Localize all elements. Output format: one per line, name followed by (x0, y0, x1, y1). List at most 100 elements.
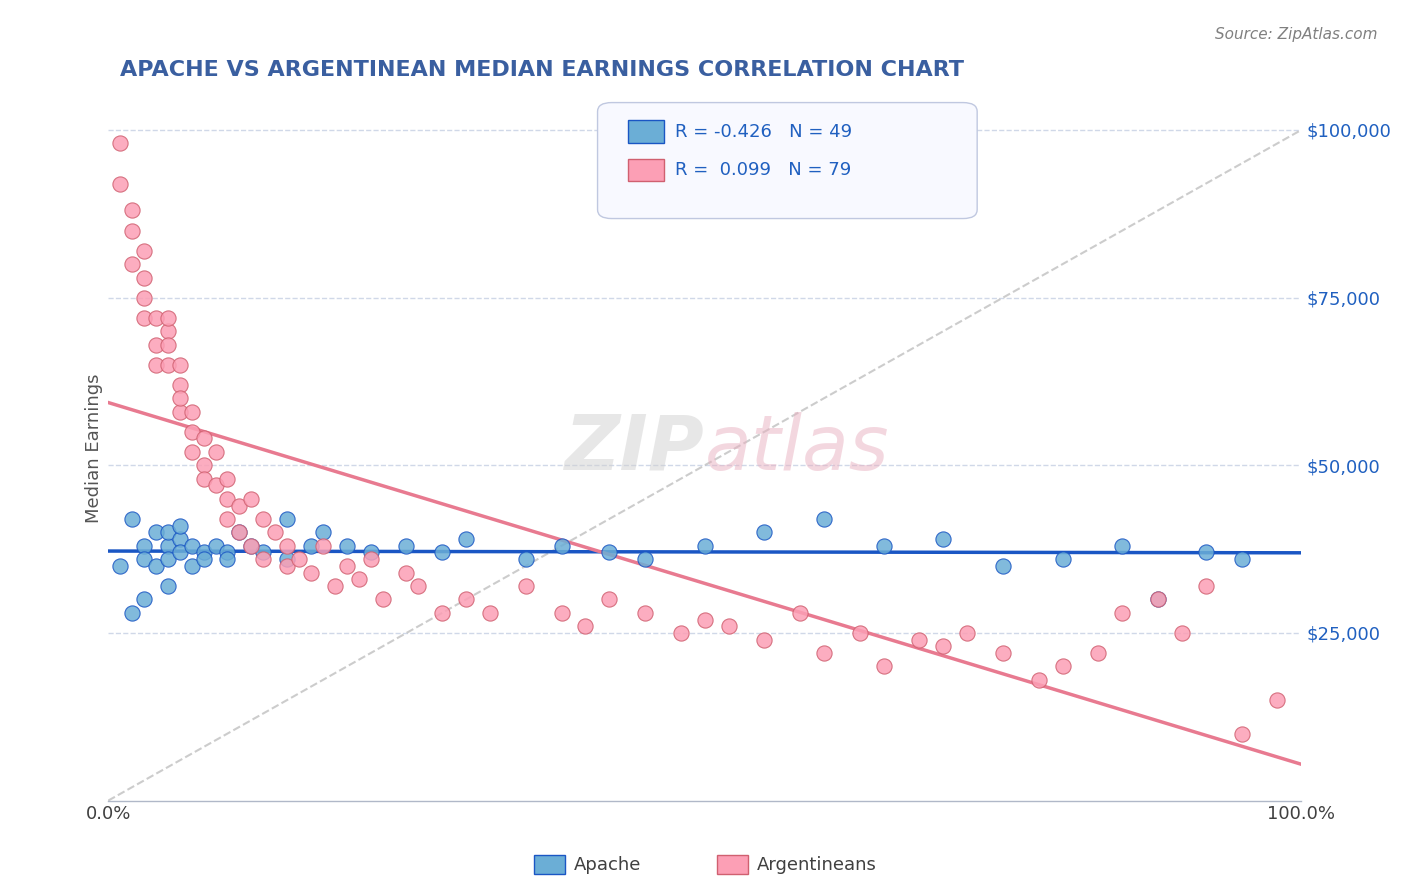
Apache (217, 545, 239, 559)
Apache (432, 545, 454, 559)
Apache (169, 532, 191, 546)
Argentineans (180, 425, 202, 439)
Apache (132, 552, 155, 566)
Argentineans (108, 136, 131, 151)
Apache (121, 512, 143, 526)
Argentineans (240, 491, 263, 506)
Apache (204, 539, 226, 553)
Argentineans (180, 404, 202, 418)
Apache (156, 525, 179, 540)
Argentineans (323, 579, 346, 593)
Argentineans (121, 203, 143, 218)
Argentineans (132, 291, 155, 305)
Argentineans (336, 558, 359, 573)
Apache (754, 525, 776, 540)
Apache (217, 552, 239, 566)
Apache (156, 579, 179, 593)
Argentineans (1111, 606, 1133, 620)
Argentineans (240, 539, 263, 553)
Argentineans (121, 223, 143, 237)
Apache (932, 532, 955, 546)
Argentineans (873, 659, 896, 673)
Argentineans (908, 632, 931, 647)
Apache (228, 525, 250, 540)
Argentineans (932, 640, 955, 654)
Argentineans (1028, 673, 1050, 687)
Argentineans (217, 472, 239, 486)
Argentineans (252, 552, 274, 566)
Argentineans (156, 358, 179, 372)
Argentineans (371, 592, 394, 607)
Argentineans (252, 512, 274, 526)
Apache (395, 539, 418, 553)
Apache (299, 539, 322, 553)
Argentineans (288, 552, 311, 566)
Argentineans (1147, 592, 1170, 607)
Apache (132, 592, 155, 607)
Argentineans (432, 606, 454, 620)
Apache (145, 558, 167, 573)
Apache (132, 539, 155, 553)
Argentineans (121, 257, 143, 271)
Argentineans (1267, 693, 1289, 707)
Argentineans (264, 525, 287, 540)
Apache (598, 545, 620, 559)
Argentineans (1195, 579, 1218, 593)
Argentineans (550, 606, 572, 620)
Argentineans (991, 646, 1014, 660)
Argentineans (204, 478, 226, 492)
Argentineans (347, 572, 370, 586)
Apache (1111, 539, 1133, 553)
Argentineans (1230, 726, 1253, 740)
Apache (550, 539, 572, 553)
Argentineans (193, 432, 215, 446)
Apache (193, 545, 215, 559)
Apache (169, 518, 191, 533)
Apache (456, 532, 478, 546)
Argentineans (228, 525, 250, 540)
Apache (360, 545, 382, 559)
Y-axis label: Median Earnings: Median Earnings (86, 374, 103, 524)
Apache (180, 539, 202, 553)
Apache (1052, 552, 1074, 566)
Argentineans (204, 445, 226, 459)
Argentineans (193, 458, 215, 473)
Text: R =  0.099   N = 79: R = 0.099 N = 79 (675, 161, 851, 179)
Argentineans (156, 337, 179, 351)
Argentineans (132, 244, 155, 258)
Argentineans (669, 626, 692, 640)
Argentineans (1087, 646, 1109, 660)
Argentineans (193, 472, 215, 486)
Argentineans (145, 310, 167, 325)
Argentineans (717, 619, 740, 633)
Apache (991, 558, 1014, 573)
Argentineans (145, 358, 167, 372)
Apache (180, 558, 202, 573)
Argentineans (145, 337, 167, 351)
Argentineans (813, 646, 835, 660)
Argentineans (634, 606, 657, 620)
Argentineans (169, 358, 191, 372)
Apache (240, 539, 263, 553)
Apache (276, 512, 298, 526)
Text: Argentineans: Argentineans (756, 856, 876, 874)
Apache (312, 525, 335, 540)
Apache (634, 552, 657, 566)
Argentineans (754, 632, 776, 647)
Argentineans (217, 512, 239, 526)
Apache (156, 539, 179, 553)
Argentineans (276, 539, 298, 553)
Argentineans (478, 606, 501, 620)
Text: Apache: Apache (574, 856, 641, 874)
Argentineans (312, 539, 335, 553)
Apache (193, 552, 215, 566)
Argentineans (598, 592, 620, 607)
Apache (1195, 545, 1218, 559)
Apache (1230, 552, 1253, 566)
Apache (156, 552, 179, 566)
Apache (813, 512, 835, 526)
Apache (252, 545, 274, 559)
Argentineans (693, 613, 716, 627)
Argentineans (395, 566, 418, 580)
Apache (121, 606, 143, 620)
